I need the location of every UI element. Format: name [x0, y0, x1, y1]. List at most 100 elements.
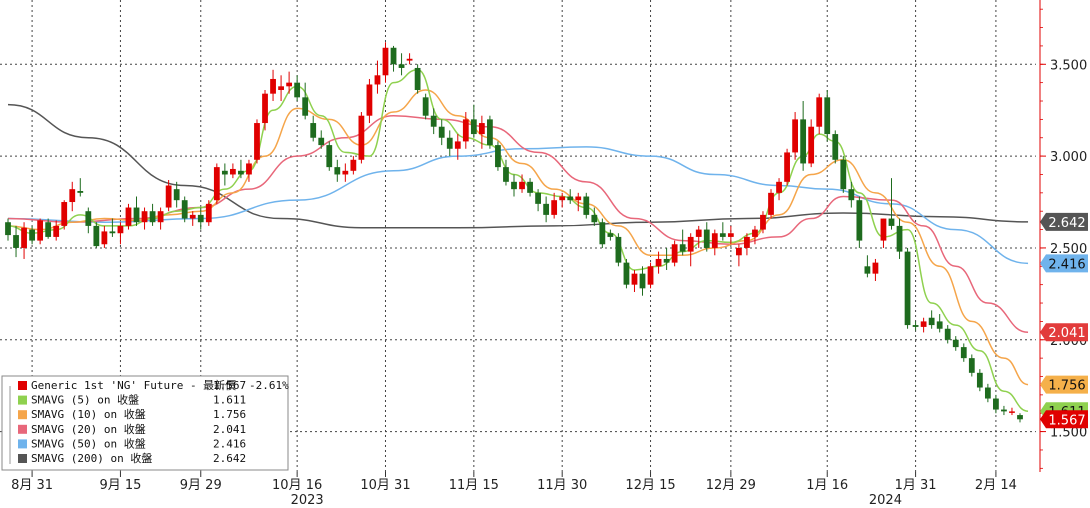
price-badge: 2.416	[1040, 254, 1088, 273]
candle-body	[599, 222, 606, 245]
candle	[543, 196, 550, 223]
candle-body	[503, 167, 509, 182]
price-badge-bg	[1040, 323, 1088, 342]
ma-line	[7, 69, 1029, 412]
candle	[117, 222, 124, 245]
candle	[478, 115, 485, 149]
candle	[310, 115, 317, 142]
price-badge-label: 1.756	[1048, 379, 1085, 394]
candle	[133, 196, 140, 226]
x-tick-label: 1月 16	[806, 478, 848, 493]
candle-body	[406, 58, 413, 61]
legend-value: 1.611	[213, 394, 246, 407]
candle	[414, 64, 421, 94]
candle	[446, 130, 453, 157]
candle-body	[679, 244, 686, 252]
candle	[438, 119, 445, 146]
candle-body	[430, 115, 437, 127]
candle	[125, 203, 132, 230]
candle-body	[1009, 411, 1015, 413]
candle	[631, 269, 638, 293]
candle-body	[760, 214, 766, 230]
candle	[752, 225, 758, 245]
candle-body	[302, 97, 309, 116]
candle	[655, 251, 662, 274]
candle	[326, 141, 333, 171]
candle-body	[165, 185, 172, 208]
candle-body	[904, 251, 911, 326]
legend-entry: SMAVG (20) on 收盤 2.041	[18, 422, 246, 436]
candle-body	[173, 189, 180, 201]
candle	[591, 207, 598, 226]
moving-average-lines	[7, 69, 1029, 412]
candle-body	[454, 141, 461, 149]
candle-body	[711, 233, 718, 248]
candle-body	[993, 398, 999, 410]
candle	[374, 60, 381, 94]
legend-entry: SMAVG (10) on 收盤 1.756	[18, 407, 246, 421]
price-badge: 2.041	[1040, 323, 1088, 342]
candle	[45, 218, 52, 239]
candle	[286, 71, 293, 94]
candle	[342, 163, 349, 182]
candle	[302, 82, 309, 120]
candle	[406, 53, 413, 65]
legend-value: 2.642	[213, 452, 246, 465]
candle	[189, 211, 196, 226]
candle	[334, 159, 341, 182]
candle-body	[238, 170, 244, 175]
price-badge-bg	[1040, 410, 1088, 429]
candles	[5, 42, 1023, 423]
price-badge-label: 2.416	[1048, 257, 1085, 272]
legend-swatch	[18, 424, 27, 434]
candle	[824, 89, 831, 142]
candle	[984, 383, 991, 403]
x-tick-label: 9月 29	[180, 478, 222, 493]
candle-body	[181, 200, 188, 219]
candle	[567, 189, 574, 204]
candle-body	[446, 137, 453, 149]
candle	[784, 148, 790, 186]
candle	[141, 207, 148, 230]
candle-body	[888, 218, 895, 226]
candle	[246, 159, 252, 182]
legend-swatch	[18, 381, 27, 390]
candle-body	[334, 167, 341, 175]
candle-body	[896, 225, 903, 252]
legend-value: 2.041	[213, 423, 246, 436]
candle-body	[623, 262, 630, 285]
candle-body	[117, 225, 124, 234]
candle-body	[61, 202, 68, 226]
candle-body	[695, 229, 702, 237]
legend-swatch	[18, 410, 27, 420]
candle	[856, 196, 863, 248]
legend-label: Generic 1st 'NG' Future - 最新價	[31, 378, 236, 392]
candle	[647, 262, 654, 289]
year-label: 2024	[869, 493, 902, 508]
candle	[840, 156, 847, 193]
candle	[53, 220, 60, 241]
year-label: 2023	[291, 493, 324, 508]
candle-body	[286, 82, 293, 87]
candle	[270, 69, 276, 102]
candle	[382, 42, 389, 83]
candle	[599, 218, 606, 248]
candle	[366, 78, 373, 124]
candle-body	[583, 196, 590, 215]
candle-body	[856, 200, 863, 241]
candle-body	[984, 387, 991, 399]
candle	[575, 192, 582, 212]
candle-body	[310, 123, 317, 138]
candle-body	[318, 137, 325, 146]
candle-body	[358, 115, 365, 160]
candle	[800, 101, 807, 171]
candle-body	[495, 145, 501, 168]
candle	[109, 218, 116, 237]
candle	[495, 141, 501, 171]
candle-body	[687, 236, 694, 252]
legend-entry: SMAVG (200) on 收盤 2.642	[18, 451, 246, 465]
candle	[663, 247, 670, 270]
candle-body	[414, 67, 421, 90]
